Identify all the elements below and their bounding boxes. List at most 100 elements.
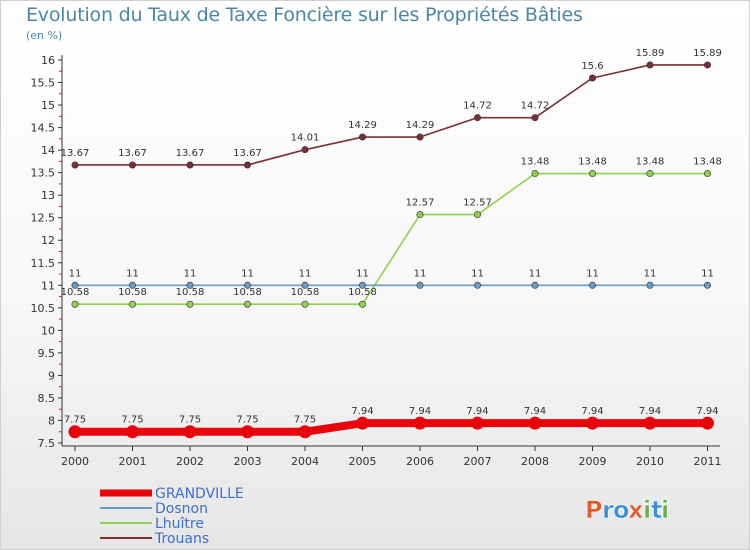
data-label: 11 xyxy=(241,268,254,279)
data-point xyxy=(244,161,252,169)
data-point xyxy=(186,300,194,308)
x-tick-label: 2001 xyxy=(119,455,147,468)
data-point xyxy=(356,416,369,430)
data-point xyxy=(129,300,137,308)
data-label: 10.58 xyxy=(348,287,377,298)
y-tick-label: 15.5 xyxy=(31,77,56,90)
data-label: 7.75 xyxy=(121,415,143,426)
data-point xyxy=(413,416,427,430)
y-tick-label: 11 xyxy=(41,279,55,292)
data-point xyxy=(244,281,252,289)
y-tick-label: 14.5 xyxy=(31,122,56,135)
data-point xyxy=(186,161,194,169)
x-tick-label: 2006 xyxy=(406,455,434,468)
data-label: 14.01 xyxy=(291,133,320,144)
data-label: 10.58 xyxy=(176,287,205,298)
data-point xyxy=(473,114,481,122)
data-point xyxy=(646,281,654,289)
chart-unit-label: (en %) xyxy=(26,29,63,42)
y-tick-label: 14 xyxy=(41,144,55,157)
data-point xyxy=(643,416,657,430)
x-tick-label: 2002 xyxy=(176,455,204,468)
data-label: 11 xyxy=(701,268,714,279)
data-label: 12.57 xyxy=(406,198,435,209)
data-point xyxy=(703,61,711,69)
brand-logo-letter: t xyxy=(651,496,662,524)
data-point xyxy=(183,425,197,439)
y-tick-label: 8.5 xyxy=(38,392,56,405)
data-point xyxy=(531,281,539,289)
data-label: 7.94 xyxy=(409,406,431,417)
data-label: 11 xyxy=(586,268,599,279)
x-tick-label: 2008 xyxy=(521,455,549,468)
y-tick-label: 12 xyxy=(41,234,55,247)
data-label: 14.29 xyxy=(406,120,435,131)
x-tick-label: 2000 xyxy=(61,455,89,468)
data-label: 7.94 xyxy=(639,406,661,417)
data-label: 15.6 xyxy=(581,61,603,72)
y-tick-label: 7.5 xyxy=(38,437,56,450)
chart-title: Evolution du Taux de Taxe Foncière sur l… xyxy=(26,4,583,26)
y-tick-label: 12.5 xyxy=(31,212,56,225)
y-tick-label: 16 xyxy=(41,54,55,67)
data-point xyxy=(588,74,596,82)
data-point xyxy=(358,281,366,289)
y-tick-label: 9 xyxy=(48,369,55,382)
data-label: 11 xyxy=(529,268,542,279)
x-tick-label: 2011 xyxy=(694,455,722,468)
data-label: 7.94 xyxy=(351,406,373,417)
data-point xyxy=(298,425,312,439)
data-point xyxy=(701,416,714,430)
data-label: 11 xyxy=(69,268,82,279)
data-label: 13.48 xyxy=(693,157,722,168)
x-tick-label: 2009 xyxy=(579,455,607,468)
data-point xyxy=(358,300,366,308)
y-tick-label: 13.5 xyxy=(31,167,56,180)
data-label: 15.89 xyxy=(693,48,722,59)
data-point xyxy=(703,170,711,178)
data-label: 11 xyxy=(414,268,427,279)
data-label: 14.72 xyxy=(463,101,492,112)
data-label: 13.48 xyxy=(636,157,665,168)
data-label: 10.58 xyxy=(233,287,262,298)
data-label: 7.75 xyxy=(64,415,86,426)
data-point xyxy=(71,300,79,308)
data-label: 14.72 xyxy=(521,101,550,112)
data-label: 11 xyxy=(356,268,369,279)
data-label: 11 xyxy=(184,268,197,279)
data-point xyxy=(68,425,82,439)
data-point xyxy=(531,114,539,122)
data-point xyxy=(71,281,79,289)
data-label: 10.58 xyxy=(291,287,320,298)
data-point xyxy=(129,161,137,169)
data-point xyxy=(586,416,599,430)
data-label: 7.94 xyxy=(581,406,603,417)
brand-logo-letter: r xyxy=(602,496,614,524)
data-point xyxy=(646,170,654,178)
data-label: 7.75 xyxy=(236,415,258,426)
data-point xyxy=(588,170,596,178)
data-label: 14.29 xyxy=(348,120,377,131)
data-point xyxy=(358,133,366,141)
y-tick-label: 9.5 xyxy=(38,347,56,360)
data-point xyxy=(473,281,481,289)
y-tick-label: 8 xyxy=(48,414,55,427)
data-label: 13.48 xyxy=(578,157,607,168)
legend-label: Trouans xyxy=(154,531,209,547)
data-point xyxy=(473,211,481,219)
x-tick-label: 2005 xyxy=(349,455,377,468)
data-label: 13.67 xyxy=(233,148,262,159)
series-line-trouans xyxy=(75,64,708,166)
data-point xyxy=(416,211,424,219)
data-label: 11 xyxy=(471,268,484,279)
data-point xyxy=(703,281,711,289)
x-tick-label: 2003 xyxy=(234,455,262,468)
brand-logo-letter: o xyxy=(613,496,630,524)
data-label: 7.94 xyxy=(466,406,488,417)
data-point xyxy=(531,170,539,178)
brand-logo-letter: P xyxy=(585,496,603,524)
data-point xyxy=(301,300,309,308)
data-point xyxy=(471,416,484,430)
